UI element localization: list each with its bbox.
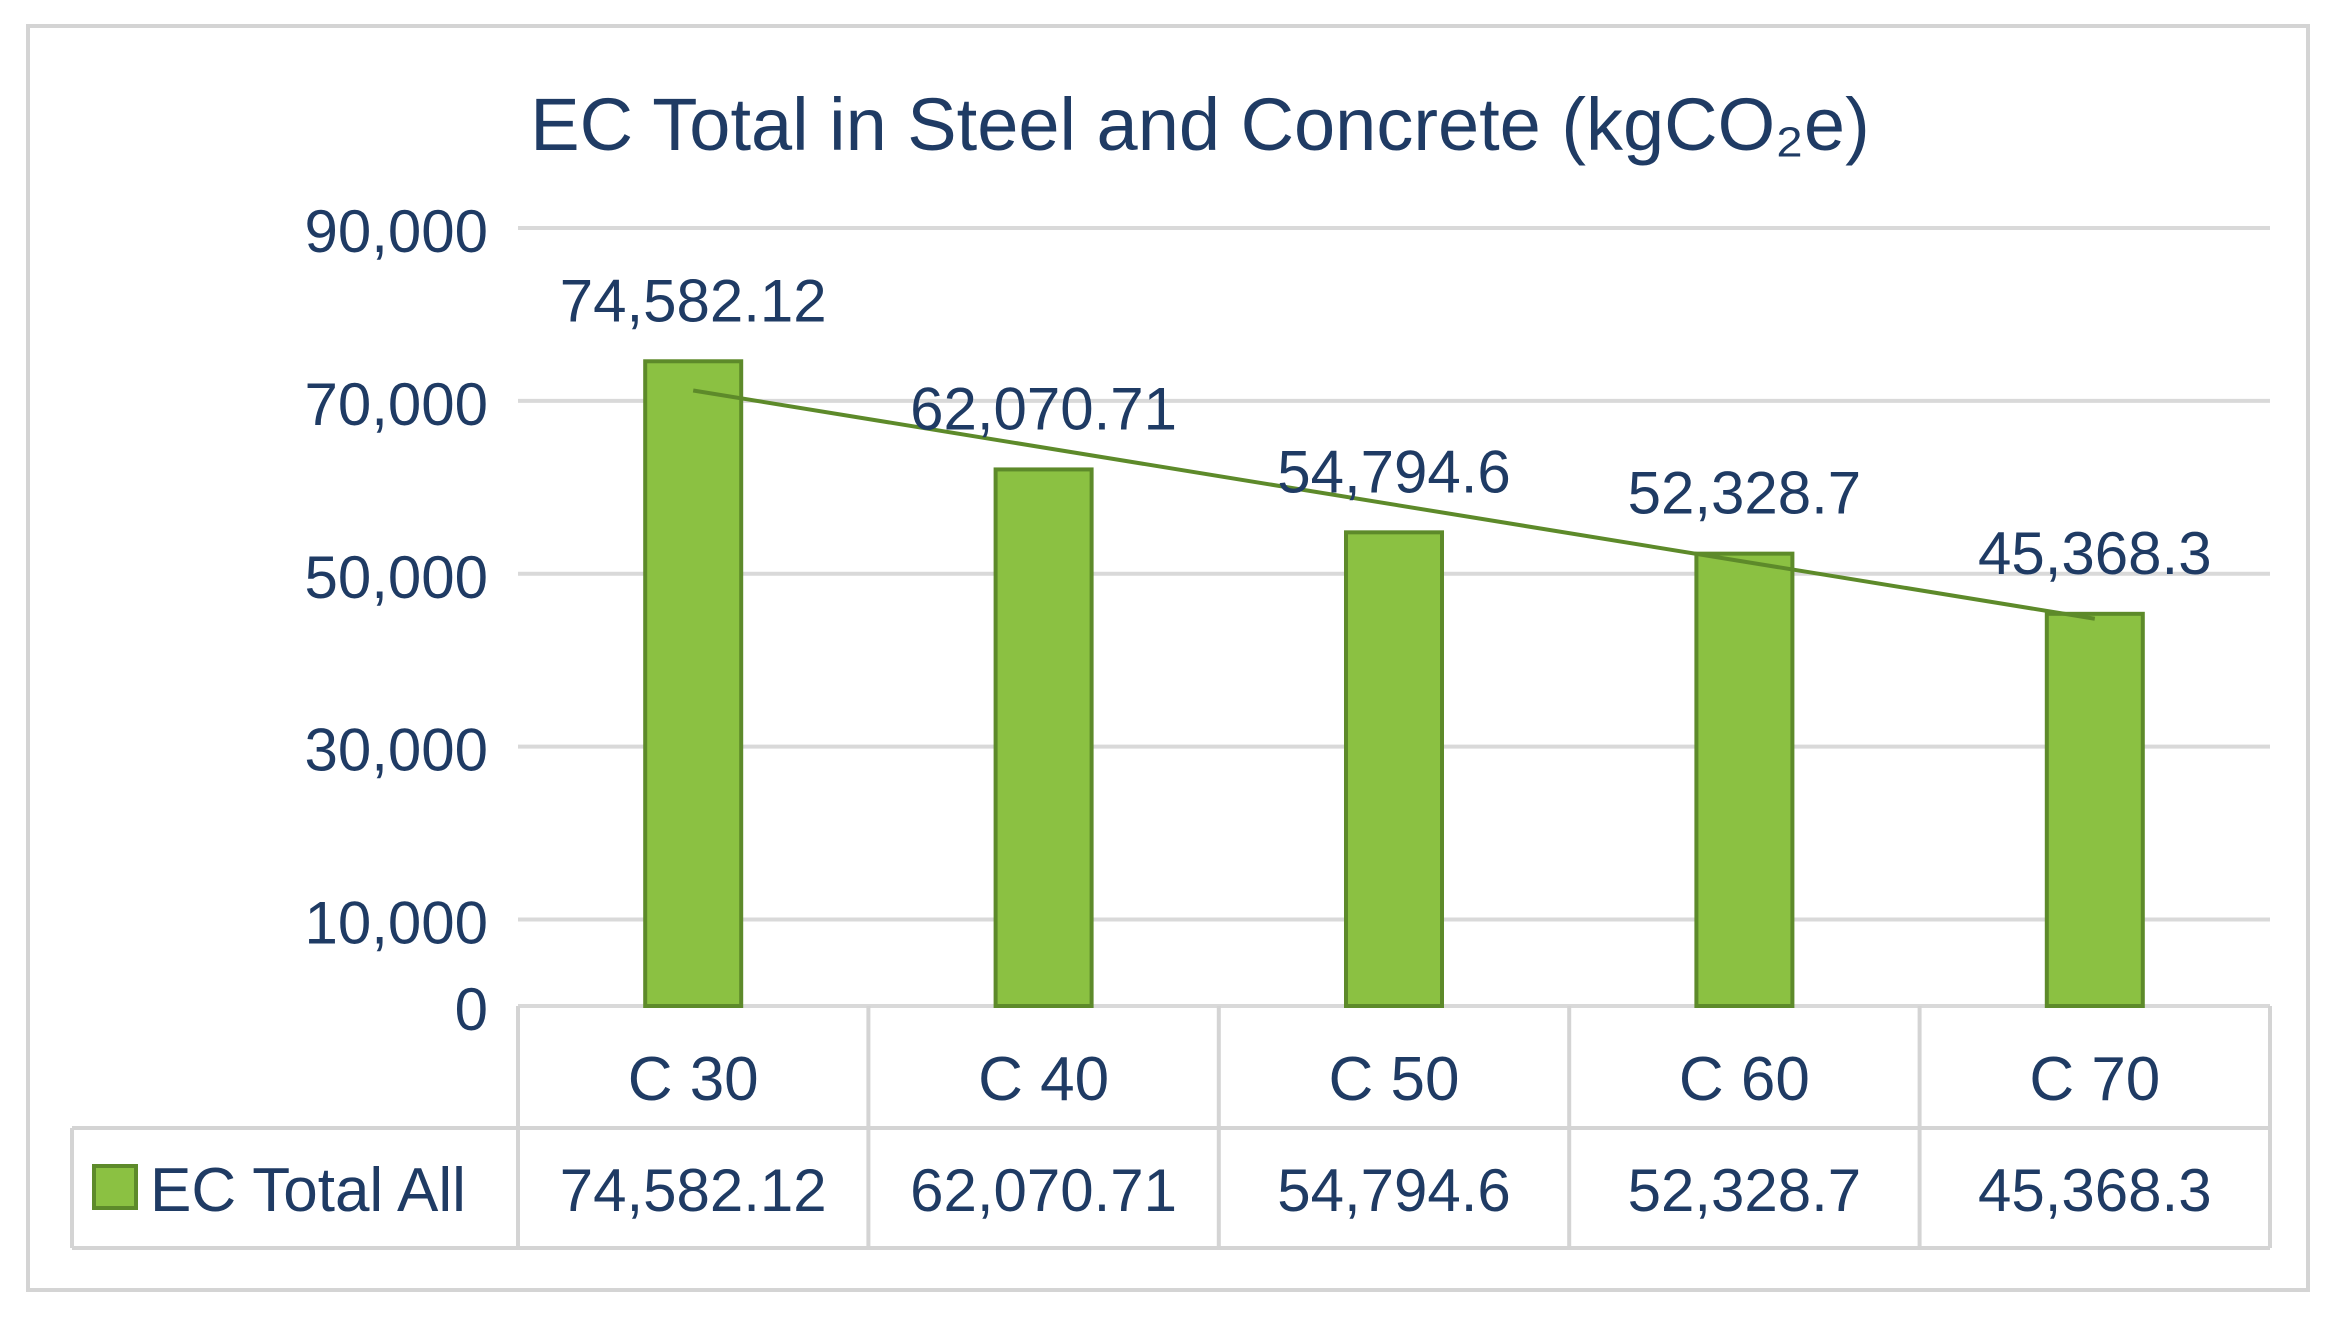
table-value: 62,070.71 — [910, 1157, 1177, 1224]
bar — [2044, 611, 2145, 1008]
y-tick-label: 0 — [455, 976, 488, 1043]
data-label: 52,328.7 — [1628, 460, 1862, 527]
y-tick-label: 70,000 — [304, 371, 488, 438]
legend-swatch — [92, 1164, 138, 1210]
bars — [643, 359, 2145, 1009]
category-label: C 40 — [978, 1045, 1109, 1114]
y-axis: 0 10,000 30,000 50,000 70,000 90,000 — [304, 198, 488, 1043]
trendline-group — [692, 388, 2096, 621]
data-label: 54,794.6 — [1277, 438, 1511, 505]
table-value: 52,328.7 — [1628, 1157, 1862, 1224]
category-label: C 70 — [2029, 1045, 2160, 1114]
data-table: C 30 C 40 C 50 C 60 C 70 EC Total All 74,582.1… — [70, 1006, 2272, 1250]
data-label: 62,070.71 — [910, 375, 1177, 442]
legend-label: EC Total All — [150, 1156, 466, 1225]
category-label: C 60 — [1679, 1045, 1810, 1114]
y-tick-label: 90,000 — [304, 198, 488, 265]
bar — [1694, 551, 1795, 1008]
table-value: 54,794.6 — [1277, 1157, 1511, 1224]
chart-frame — [26, 24, 2310, 1292]
category-label: C 30 — [628, 1045, 759, 1114]
data-label: 45,368.3 — [1978, 520, 2212, 587]
bar — [643, 359, 744, 1009]
data-label: 74,582.12 — [560, 267, 827, 334]
y-tick-label: 10,000 — [304, 890, 488, 957]
table-value: 74,582.12 — [560, 1157, 827, 1224]
trendline — [692, 388, 2096, 621]
y-tick-label: 50,000 — [304, 544, 488, 611]
table-value: 45,368.3 — [1978, 1157, 2212, 1224]
bar — [993, 467, 1094, 1009]
grid — [518, 226, 2270, 1008]
chart-title: EC Total in Steel and Concrete (kgCO₂e) — [530, 83, 1869, 166]
y-tick-label: 30,000 — [304, 717, 488, 784]
data-labels: 74,582.12 62,070.71 54,794.6 52,328.7 45,368… — [560, 267, 2212, 587]
bar — [1344, 530, 1444, 1008]
category-label: C 50 — [1329, 1045, 1460, 1114]
